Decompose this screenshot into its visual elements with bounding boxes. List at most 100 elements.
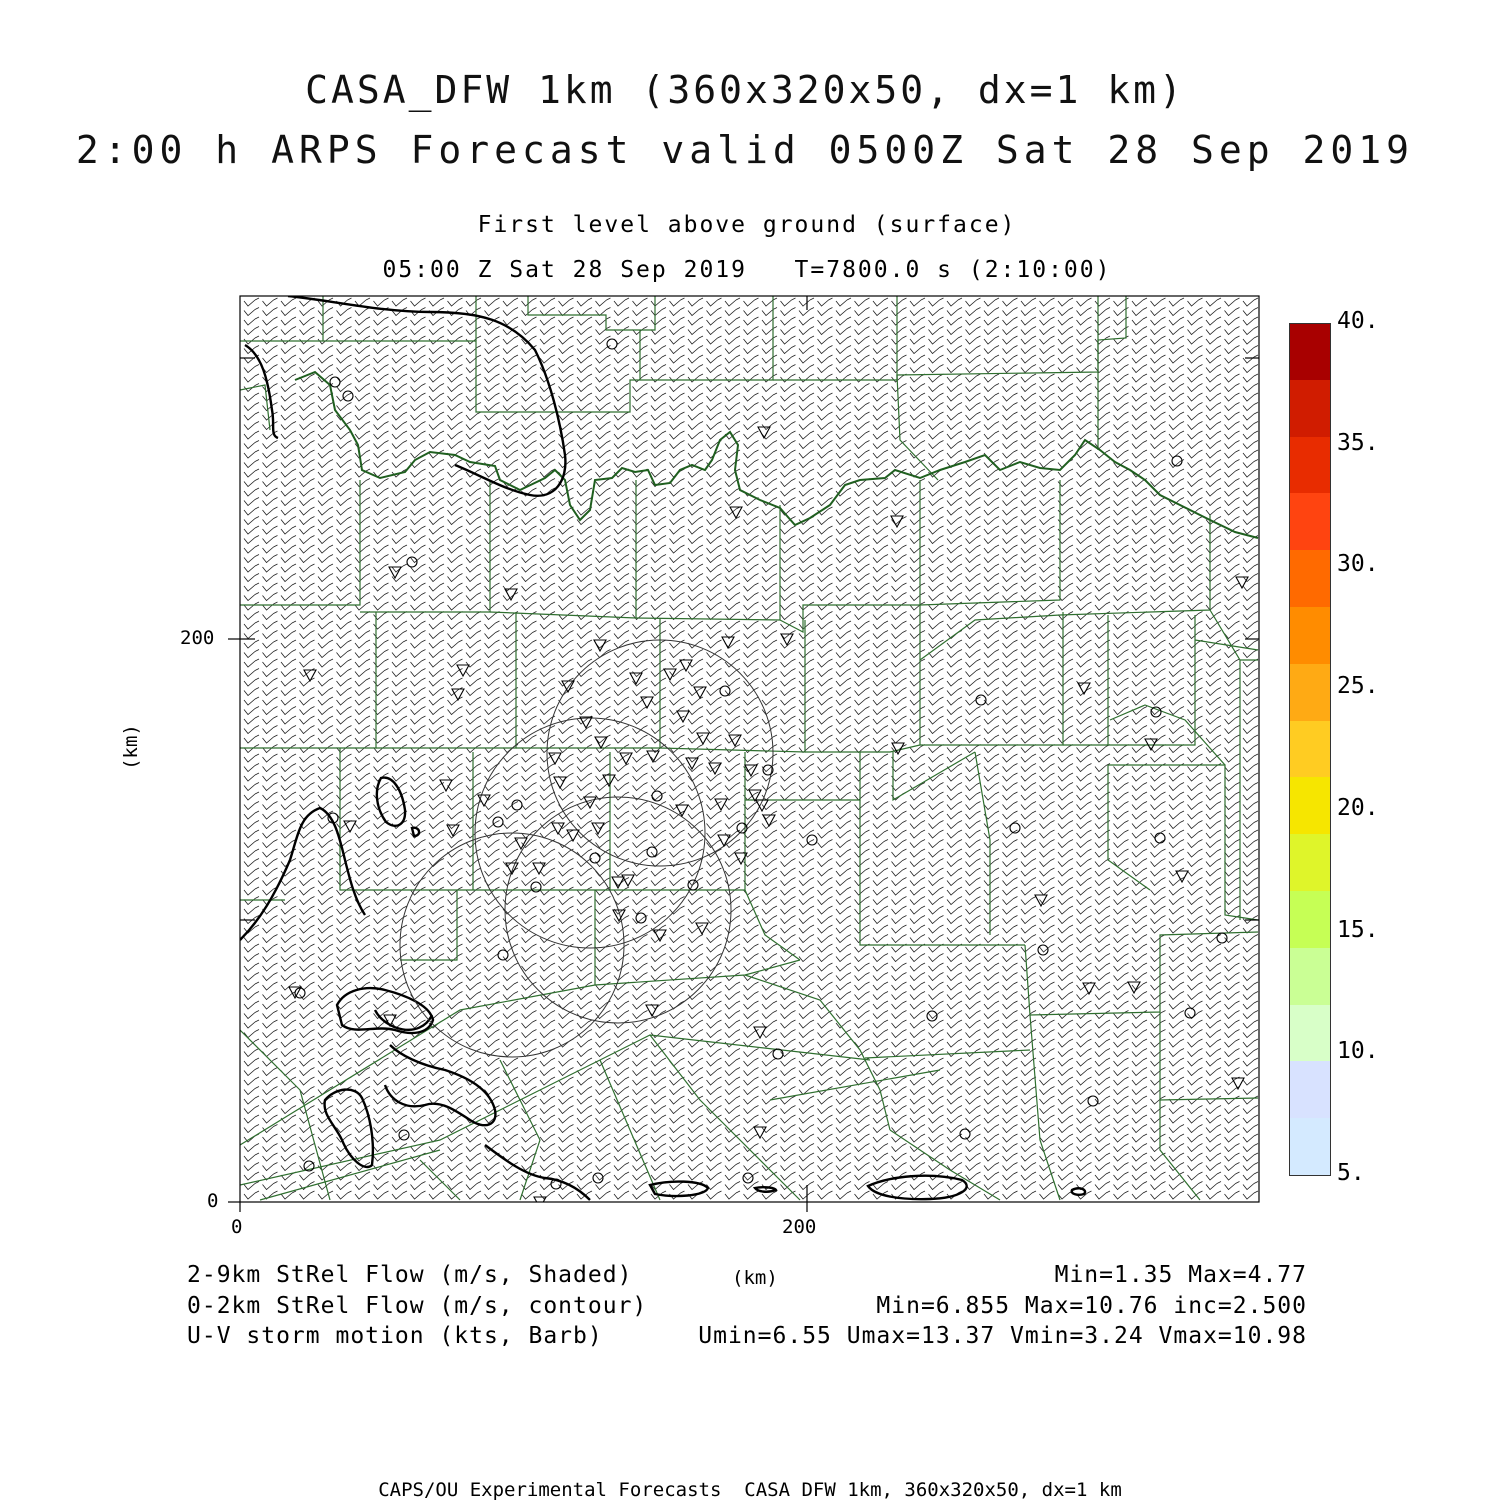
station-circle-marker <box>398 1129 410 1141</box>
station-triangle-marker <box>762 814 776 828</box>
colorbar-swatch <box>1289 550 1331 608</box>
station-triangle-marker <box>514 837 528 851</box>
station-triangle-marker <box>594 736 608 750</box>
station-markers <box>288 338 1249 1202</box>
station-triangle-marker <box>891 742 905 756</box>
station-triangle-marker <box>593 639 607 653</box>
station-triangle-marker <box>1077 682 1091 696</box>
plot-frame <box>239 295 1260 1203</box>
station-circle-marker <box>606 338 618 350</box>
station-triangle-marker <box>591 822 605 836</box>
station-triangle-marker <box>676 710 690 724</box>
station-triangle-marker <box>734 852 748 866</box>
colorbar-label: 5. <box>1337 1160 1365 1186</box>
station-triangle-marker <box>653 929 667 943</box>
station-triangle-marker <box>679 659 693 673</box>
station-triangle-marker <box>1175 870 1189 884</box>
footer-credit: CAPS/OU Experimental Forecasts CASA DFW … <box>378 1479 1122 1501</box>
station-triangle-marker <box>553 776 567 790</box>
colorbar-swatch <box>1289 607 1331 665</box>
colorbar-swatch <box>1289 1061 1331 1120</box>
station-circle-marker <box>342 390 354 402</box>
station-circle-marker <box>1171 455 1183 467</box>
colorbar-label: 20. <box>1337 794 1379 821</box>
station-triangle-marker <box>533 1196 547 1202</box>
station-triangle-marker <box>693 686 707 700</box>
colorbar-label: 40. <box>1337 308 1379 334</box>
colorbar-swatch <box>1289 663 1331 722</box>
station-triangle-marker <box>748 789 762 803</box>
x-tick-0: 0 <box>231 1216 243 1238</box>
colorbar-label: 25. <box>1337 673 1379 700</box>
colorbar-swatch <box>1289 720 1331 779</box>
station-circle-marker <box>1154 832 1166 844</box>
station-circle-marker <box>959 1128 971 1140</box>
colorbar-swatch <box>1289 777 1331 836</box>
station-triangle-marker <box>477 794 491 808</box>
y-tick-0: 0 <box>207 1190 219 1212</box>
forecast-title-line1: CASA_DFW 1km (360x320x50, dx=1 km) <box>305 68 1185 112</box>
station-triangle-marker <box>343 820 357 834</box>
station-triangle-marker <box>504 588 518 602</box>
station-triangle-marker <box>583 796 597 810</box>
station-circle-marker <box>806 834 818 846</box>
county-borders <box>240 296 1259 1201</box>
station-triangle-marker <box>640 696 654 710</box>
station-triangle-marker <box>1082 982 1096 996</box>
station-circle-marker <box>742 1172 754 1184</box>
station-triangle-marker <box>611 876 625 890</box>
station-circle-marker <box>511 799 523 811</box>
station-circle-marker <box>762 764 774 776</box>
station-triangle-marker <box>695 922 709 936</box>
station-circle-marker <box>1009 822 1021 834</box>
station-circle-marker <box>1184 1007 1196 1019</box>
station-triangle-marker <box>728 734 742 748</box>
station-triangle-marker <box>288 986 302 1000</box>
colorbar-label: 15. <box>1337 916 1379 943</box>
station-triangle-marker <box>303 669 317 683</box>
colorbar-label: 10. <box>1337 1038 1379 1065</box>
station-circle-marker <box>646 846 658 858</box>
station-triangle-marker <box>1034 894 1048 908</box>
colorbar-swatch <box>1289 891 1331 949</box>
station-triangle-marker <box>1235 576 1249 590</box>
axis-ticks <box>228 296 1259 1212</box>
station-triangle-marker <box>663 668 677 682</box>
station-triangle-marker <box>757 426 771 440</box>
forecast-title-line2: 2:00 h ARPS Forecast valid 0500Z Sat 28 … <box>75 128 1415 172</box>
contour-stats: Min=6.855 Max=10.76 inc=2.500 <box>876 1293 1307 1319</box>
station-triangle-marker <box>388 566 402 580</box>
station-circle-marker <box>651 790 663 802</box>
station-triangle-marker <box>505 862 519 876</box>
station-triangle-marker <box>753 1026 767 1040</box>
colorbar-label: 35. <box>1337 429 1379 456</box>
colorbar-swatch <box>1289 436 1331 495</box>
station-triangle-marker <box>753 1126 767 1140</box>
station-triangle-marker <box>685 757 699 771</box>
station-triangle-marker <box>548 752 562 766</box>
station-triangle-marker <box>696 732 710 746</box>
station-triangle-marker <box>1127 981 1141 995</box>
station-triangle-marker <box>456 664 470 678</box>
wind-barbs-layer <box>243 297 1259 1200</box>
station-triangle-marker <box>602 774 616 788</box>
station-triangle-marker <box>619 752 633 766</box>
station-triangle-marker <box>561 680 575 694</box>
station-circle-marker <box>1216 932 1228 944</box>
legend-contour: 0-2km StRel Flow (m/s, contour) <box>187 1293 648 1319</box>
station-circle-marker <box>550 1178 562 1190</box>
station-triangle-marker <box>708 762 722 776</box>
station-triangle-marker <box>890 515 904 529</box>
station-triangle-marker <box>721 636 735 650</box>
station-circle-marker <box>736 822 748 834</box>
colorbar-swatch <box>1289 947 1331 1006</box>
station-triangle-marker <box>675 804 689 818</box>
station-circle-marker <box>329 376 341 388</box>
station-triangle-marker <box>579 716 593 730</box>
barb-stats: Umin=6.55 Umax=13.37 Vmin=3.24 Vmax=10.9… <box>698 1323 1307 1349</box>
station-circle-marker <box>589 852 601 864</box>
station-circle-marker <box>492 816 504 828</box>
legend-shaded: 2-9km StRel Flow (m/s, Shaded) <box>187 1262 633 1288</box>
station-triangle-marker <box>714 798 728 812</box>
colorbar-label: 30. <box>1337 551 1379 578</box>
